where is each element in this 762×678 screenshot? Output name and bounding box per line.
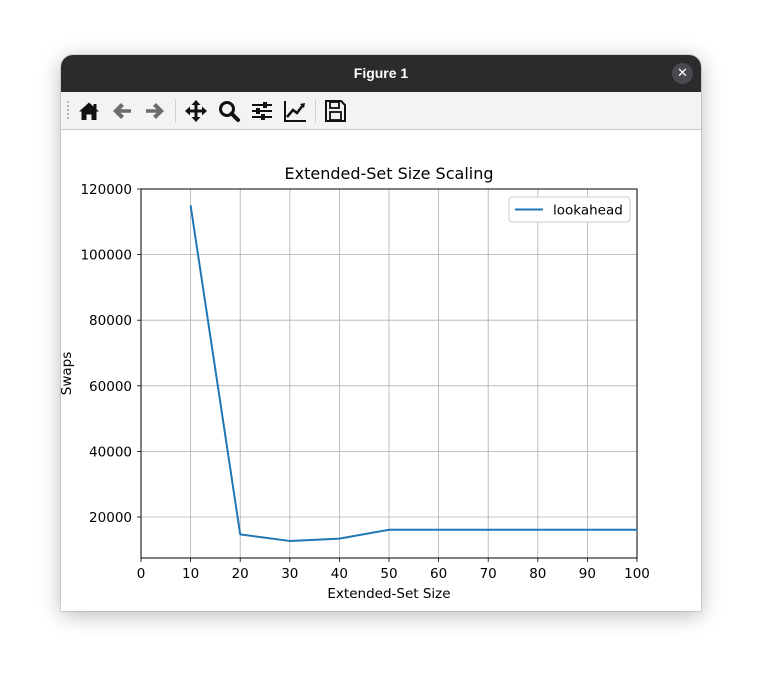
subplots-icon [252,102,272,120]
toolbar [61,92,701,130]
chart-canvas[interactable]: 0 10 20 30 40 50 60 70 80 90 100 20000 40000 60000 800… [61,130,701,611]
window-title: Figure 1 [353,65,409,81]
y-axis-label: Swaps [61,352,75,396]
save-icon [325,100,346,122]
legend: lookahead [508,196,631,223]
forward-arrow-icon [146,103,164,119]
data-point [537,529,539,531]
x-tick-label: 60 [430,566,447,582]
home-button[interactable] [75,97,103,125]
data-point [338,538,340,540]
subplots-button[interactable] [248,97,276,125]
y-tick-label: 20000 [89,510,132,526]
title-bar[interactable]: Figure 1 ✕ [61,55,701,92]
data-point [438,529,440,531]
x-tick-label: 40 [331,566,348,582]
y-tick-label: 100000 [80,248,132,264]
x-tick-label: 90 [579,566,596,582]
series-line-0 [189,205,637,542]
data-point [586,529,588,531]
x-tick-label: 50 [380,566,397,582]
x-tick-label: 30 [281,566,298,582]
axes-icon [284,101,306,122]
zoom-button[interactable] [215,97,243,125]
y-tick-label: 120000 [80,182,132,198]
back-arrow-icon [113,103,131,119]
close-button[interactable]: ✕ [672,63,693,84]
series-layer [189,204,638,542]
y-tick-label: 80000 [89,313,132,329]
figure-window: Figure 1 ✕ [61,55,701,611]
x-tick-label: 10 [182,566,199,582]
pan-button[interactable] [182,97,210,125]
forward-button[interactable] [141,97,169,125]
data-point [289,540,291,542]
legend-box [508,196,631,223]
x-tick-label: 20 [232,566,249,582]
y-tick-label: 40000 [89,444,132,460]
data-point [487,529,489,531]
home-icon [79,102,99,120]
x-tick-label: 100 [624,566,650,582]
data-point [388,529,390,531]
toolbar-grip[interactable] [67,101,69,121]
data-point [239,533,241,535]
data-point [190,204,192,206]
toolbar-separator [175,99,176,123]
x-axis-label: Extended-Set Size [327,586,450,602]
data-point [636,529,638,531]
chart-title: Extended-Set Size Scaling [285,164,494,183]
y-tick-label: 60000 [89,379,132,395]
x-tick-label: 0 [137,566,146,582]
edit-axis-button[interactable] [281,97,309,125]
x-tick-label: 80 [529,566,546,582]
save-button[interactable] [321,97,349,125]
back-button[interactable] [108,97,136,125]
toolbar-separator [315,99,316,123]
axis-ticks: 0 10 20 30 40 50 60 70 80 90 100 20000 40000 60000 800… [80,182,649,582]
pan-icon [185,100,207,122]
x-tick-label: 70 [480,566,497,582]
zoom-icon [219,101,240,122]
legend-label: lookahead [553,203,623,219]
plot-area: 0 10 20 30 40 50 60 70 80 90 100 20000 40000 60000 800… [61,130,701,611]
